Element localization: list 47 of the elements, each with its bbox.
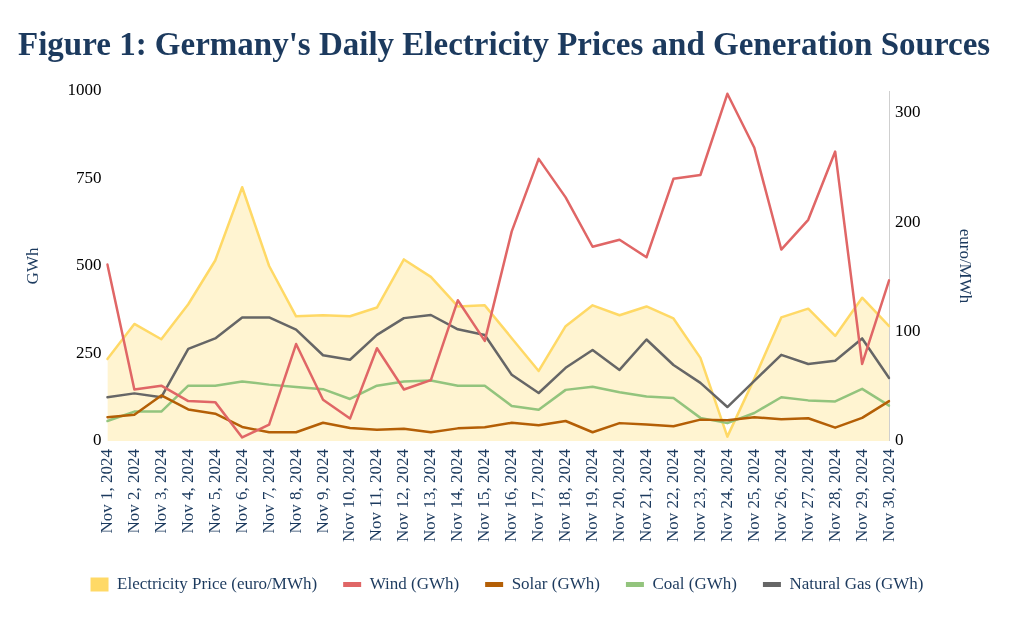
legend-label: Wind (GWh) xyxy=(369,573,460,593)
x-tick-label: Nov 11, 2024 xyxy=(366,448,386,542)
y2-axis-title: euro/MWh xyxy=(956,228,976,304)
x-tick-label: Nov 9, 2024 xyxy=(312,448,332,534)
x-tick-label: Nov 7, 2024 xyxy=(258,448,278,534)
y-tick-label: 250 xyxy=(75,342,102,362)
y-tick-label: 750 xyxy=(75,167,102,187)
x-tick-label: Nov 25, 2024 xyxy=(743,448,763,542)
x-tick-label: Nov 1, 2024 xyxy=(96,448,116,534)
x-tick-label: Nov 29, 2024 xyxy=(851,448,871,542)
legend-label: Electricity Price (euro/MWh) xyxy=(117,573,318,593)
x-tick-label: Nov 22, 2024 xyxy=(662,448,682,542)
x-tick-label: Nov 3, 2024 xyxy=(150,448,170,534)
y2-tick-label: 100 xyxy=(895,321,921,341)
x-tick-label: Nov 30, 2024 xyxy=(878,448,898,542)
x-tick-label: Nov 16, 2024 xyxy=(501,448,521,542)
x-tick-label: Nov 5, 2024 xyxy=(204,448,224,534)
x-tick-label: Nov 19, 2024 xyxy=(582,448,602,542)
y-axis-title: GWh xyxy=(22,247,42,285)
legend-label: Natural Gas (GWh) xyxy=(789,573,924,593)
x-tick-label: Nov 12, 2024 xyxy=(393,448,413,542)
x-tick-label: Nov 15, 2024 xyxy=(474,448,494,542)
x-tick-label: Nov 21, 2024 xyxy=(635,448,655,542)
x-tick-label: Nov 24, 2024 xyxy=(716,448,736,542)
y2-tick-label: 200 xyxy=(895,211,921,231)
y-tick-label: 500 xyxy=(75,255,102,275)
x-tick-label: Nov 27, 2024 xyxy=(797,448,817,542)
y-tick-label: 0 xyxy=(92,430,102,450)
x-tick-label: Nov 23, 2024 xyxy=(689,448,709,542)
y2-tick-label: 300 xyxy=(895,102,921,122)
x-tick-label: Nov 10, 2024 xyxy=(339,448,359,542)
x-tick-label: Nov 2, 2024 xyxy=(123,448,143,534)
chart-title: Figure 1: Germany's Daily Electricity Prices and Generation Sources xyxy=(17,25,992,64)
x-tick-label: Nov 26, 2024 xyxy=(770,448,790,542)
x-tick-label: Nov 17, 2024 xyxy=(528,448,548,542)
x-tick-label: Nov 8, 2024 xyxy=(285,448,305,534)
y2-tick-label: 0 xyxy=(895,430,904,450)
x-tick-label: Nov 4, 2024 xyxy=(177,448,197,534)
x-tick-label: Nov 20, 2024 xyxy=(609,448,629,542)
y-tick-label: 1000 xyxy=(67,80,102,100)
x-tick-label: Nov 28, 2024 xyxy=(824,448,844,542)
legend-label: Solar (GWh) xyxy=(511,573,600,593)
x-tick-label: Nov 13, 2024 xyxy=(420,448,440,542)
x-tick-label: Nov 6, 2024 xyxy=(231,448,251,534)
legend-label: Coal (GWh) xyxy=(652,573,737,593)
x-tick-label: Nov 14, 2024 xyxy=(447,448,467,542)
x-tick-label: Nov 18, 2024 xyxy=(555,448,575,542)
